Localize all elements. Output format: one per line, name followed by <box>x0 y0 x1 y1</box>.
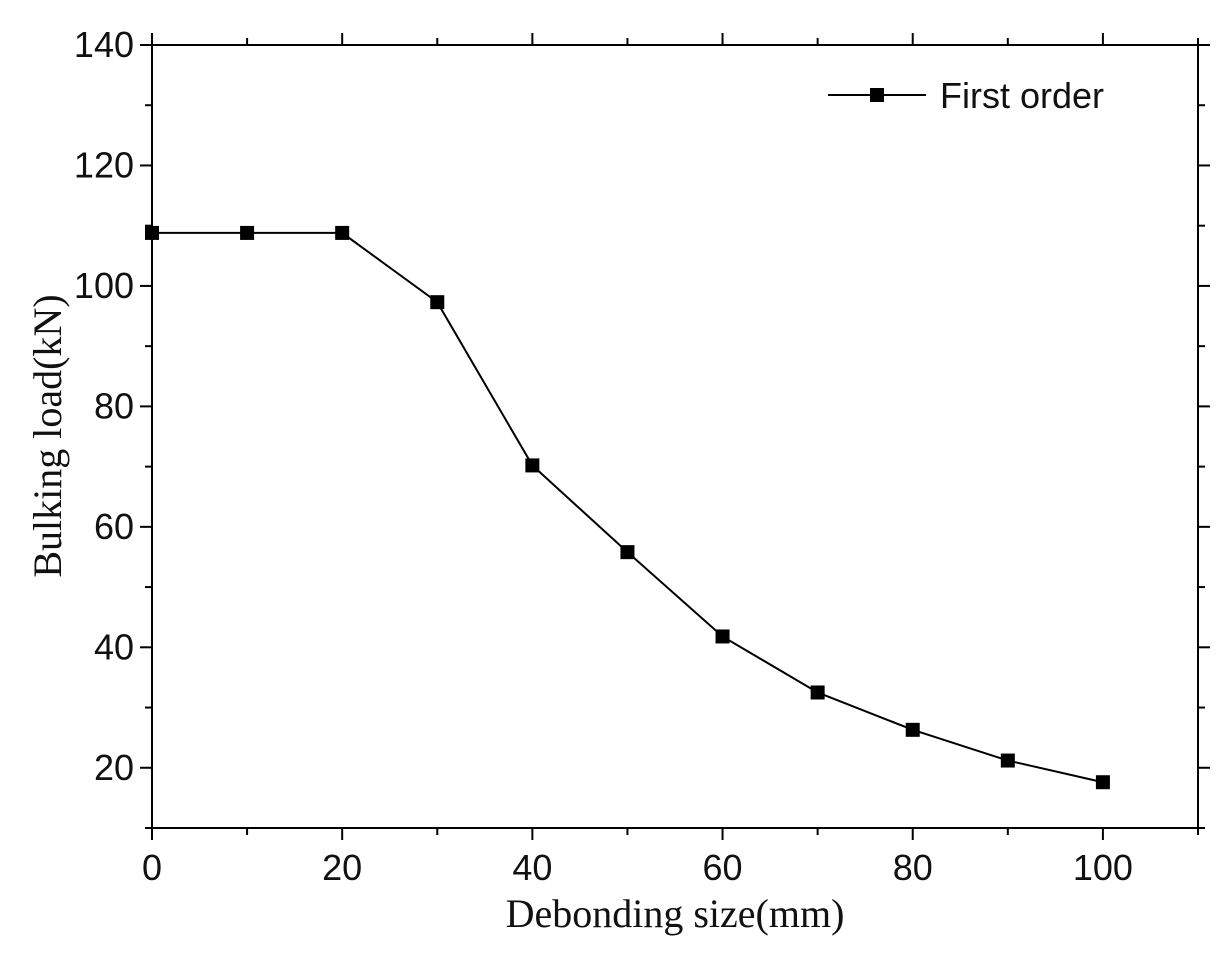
x-tick-label: 100 <box>1073 847 1133 888</box>
y-tick-label: 20 <box>94 747 134 788</box>
x-axis-title: Debonding size(mm) <box>506 891 845 936</box>
data-point <box>430 295 445 310</box>
plot-frame <box>151 44 1199 829</box>
y-tick-label: 40 <box>94 626 134 667</box>
data-point <box>1000 753 1015 768</box>
y-tick-label: 80 <box>94 385 134 426</box>
data-point <box>1095 775 1110 790</box>
data-point <box>240 225 255 240</box>
data-point <box>525 458 540 473</box>
data-point <box>810 685 825 700</box>
y-tick-label: 120 <box>74 144 134 185</box>
x-tick-label: 0 <box>142 847 162 888</box>
legend-label: First order <box>940 75 1104 116</box>
y-tick-label: 60 <box>94 506 134 547</box>
x-tick-label: 40 <box>512 847 552 888</box>
series-line-0 <box>152 231 1104 784</box>
x-tick-label: 20 <box>322 847 362 888</box>
legend: First order <box>828 75 1104 116</box>
y-tick-label: 140 <box>74 24 134 65</box>
data-point <box>715 629 730 644</box>
x-tick-label: 60 <box>703 847 743 888</box>
data-point <box>335 225 350 240</box>
data-point <box>620 545 635 560</box>
y-tick-label: 100 <box>74 265 134 306</box>
series-layer <box>145 225 1110 790</box>
legend-marker <box>870 88 884 102</box>
y-axis-ticks: 20 40 60 80 100 120 140 <box>74 24 1210 829</box>
y-axis-title: Bulking load(kN) <box>25 294 70 577</box>
data-point <box>145 225 159 240</box>
data-point <box>905 722 920 737</box>
x-axis-ticks: 0 20 40 60 80 100 <box>142 33 1199 888</box>
x-tick-label: 80 <box>893 847 933 888</box>
